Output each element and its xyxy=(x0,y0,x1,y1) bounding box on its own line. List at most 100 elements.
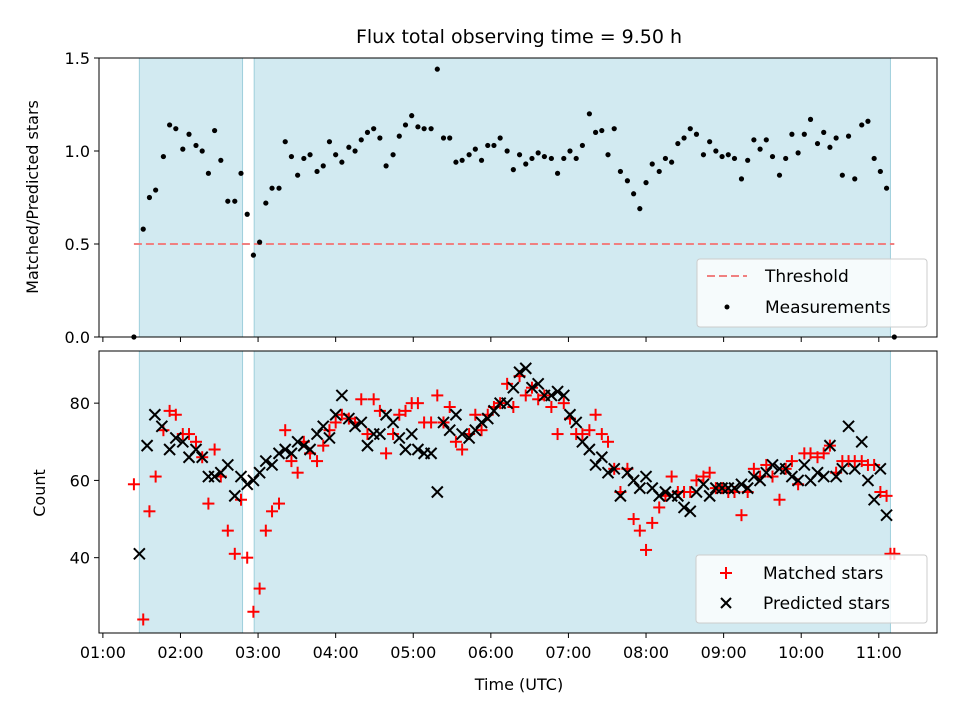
predicted-star-point xyxy=(323,431,336,445)
measurement-point xyxy=(871,155,877,162)
measurement-point xyxy=(346,144,352,150)
measurement-point xyxy=(738,176,745,182)
predicted-star-point xyxy=(272,447,286,460)
predicted-star-point xyxy=(589,458,602,472)
measurement-point xyxy=(288,153,295,160)
measurement-point xyxy=(821,129,827,135)
matched-star-point xyxy=(449,435,462,448)
predicted-star-point xyxy=(513,366,526,379)
predicted-star-point xyxy=(317,420,330,433)
matched-star-point xyxy=(234,493,247,506)
measurement-point xyxy=(276,185,282,191)
measurement-point xyxy=(504,148,510,154)
measurement-point xyxy=(180,146,186,152)
matched-star-point xyxy=(507,401,520,414)
matched-star-point xyxy=(266,505,279,518)
measurement-point xyxy=(801,131,807,137)
x-tick-label: 11:00 xyxy=(856,643,902,662)
predicted-star-point xyxy=(653,489,666,503)
predicted-star-point xyxy=(481,412,494,425)
matched-star-point xyxy=(380,447,393,460)
measurement-point xyxy=(307,152,313,158)
predicted-star-point xyxy=(563,408,577,421)
matched-star-point xyxy=(874,486,887,498)
measurement-point xyxy=(523,161,529,167)
predicted-star-point xyxy=(703,489,716,503)
matched-star-point xyxy=(143,505,156,518)
measurement-point xyxy=(859,122,865,128)
measurement-point xyxy=(212,127,218,134)
measurement-point xyxy=(199,148,205,154)
measurement-point xyxy=(491,142,497,149)
measurement-point xyxy=(466,152,472,158)
measurement-point xyxy=(631,191,637,197)
measurement-point xyxy=(225,198,231,204)
matched-star-point xyxy=(169,408,182,421)
ratio-y-ticks: 0.0 0.5 1.0 1.5 xyxy=(65,49,99,347)
predicted-star-point xyxy=(525,381,539,394)
count-y-axis-label: Count xyxy=(30,469,49,517)
measurement-point xyxy=(865,118,871,124)
predicted-star-point xyxy=(747,470,761,483)
measurement-point xyxy=(883,185,890,191)
predicted-star-point xyxy=(867,493,881,506)
predicted-stars-points xyxy=(133,362,893,561)
matched-star-point xyxy=(411,397,424,410)
matched-star-point xyxy=(189,435,202,448)
x-tick-label: 06:00 xyxy=(468,643,514,662)
x-tick-label: 02:00 xyxy=(157,643,203,662)
matched-star-point xyxy=(202,497,215,510)
matched-star-point xyxy=(855,455,868,468)
y-tick-label: 60 xyxy=(70,471,90,490)
matched-star-point xyxy=(149,470,162,483)
y-tick-label: 40 xyxy=(70,549,90,568)
measurement-point xyxy=(326,139,333,145)
measurement-point xyxy=(611,126,617,132)
matched-star-point xyxy=(291,466,304,479)
matched-star-point xyxy=(627,513,640,526)
predicted-star-point xyxy=(728,481,741,495)
measurement-point xyxy=(364,129,371,135)
measurement-point xyxy=(497,135,503,141)
measurement-point xyxy=(681,135,687,141)
predicted-star-point xyxy=(247,474,260,487)
matched-star-point xyxy=(475,424,488,437)
measurement-point xyxy=(516,152,523,158)
matched-star-point xyxy=(557,397,570,410)
predicted-star-point xyxy=(265,458,279,472)
predicted-star-point xyxy=(208,470,221,483)
ratio-y-axis-label: Matched/Predicted stars xyxy=(23,100,42,294)
measurement-point xyxy=(510,167,516,173)
predicted-star-point xyxy=(285,447,298,460)
predicted-star-point xyxy=(355,416,368,429)
x-tick-label: 04:00 xyxy=(313,643,359,662)
legend-predicted-swatch xyxy=(720,597,732,609)
measurement-point xyxy=(807,116,814,122)
x-tick-label: 07:00 xyxy=(545,643,591,662)
measurement-point xyxy=(605,152,611,158)
predicted-star-point xyxy=(608,462,621,476)
matched-star-point xyxy=(323,424,336,437)
predicted-star-point xyxy=(253,466,266,479)
predicted-star-point xyxy=(659,485,672,499)
predicted-star-point xyxy=(545,389,558,402)
x-tick-label: 08:00 xyxy=(623,643,669,662)
measurement-point xyxy=(238,170,244,176)
matched-star-point xyxy=(551,428,564,441)
measurement-point xyxy=(814,140,821,147)
measurement-point xyxy=(637,206,643,212)
matched-star-point xyxy=(273,497,286,510)
predicted-star-point xyxy=(500,396,514,410)
predicted-star-point xyxy=(399,443,412,456)
measurement-point xyxy=(541,153,547,160)
matched-star-point xyxy=(259,524,272,537)
measurement-point xyxy=(548,155,554,162)
measurement-point xyxy=(669,159,675,165)
y-tick-label: 80 xyxy=(70,394,90,413)
measurement-point xyxy=(301,155,307,162)
matched-star-point xyxy=(317,439,330,452)
predicted-star-point xyxy=(829,470,843,483)
predicted-star-point xyxy=(303,443,317,456)
measurement-point xyxy=(757,146,763,152)
measurement-point xyxy=(769,153,776,160)
